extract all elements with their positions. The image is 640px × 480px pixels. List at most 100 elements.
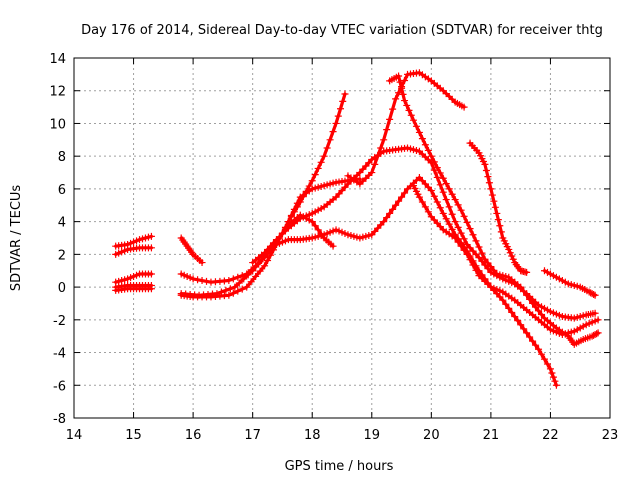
data-point xyxy=(496,222,504,230)
data-point xyxy=(243,283,251,291)
data-point xyxy=(436,204,444,212)
data-point xyxy=(409,116,417,124)
data-point xyxy=(472,266,480,274)
data-point xyxy=(421,203,429,211)
data-point xyxy=(552,310,560,318)
data-point xyxy=(588,332,596,340)
data-point xyxy=(433,164,441,172)
data-point xyxy=(497,228,505,236)
data-point xyxy=(359,233,367,241)
data-point xyxy=(546,270,554,278)
data-point xyxy=(147,244,155,252)
data-point xyxy=(427,152,435,160)
data-point xyxy=(127,274,135,282)
y-tick-label: -8 xyxy=(53,412,66,427)
data-point xyxy=(264,245,272,253)
data-point xyxy=(590,331,598,339)
data-point xyxy=(337,105,345,113)
y-tick-label: 14 xyxy=(49,52,66,67)
x-axis-label: GPS time / hours xyxy=(285,459,394,474)
data-point xyxy=(293,203,301,211)
data-point xyxy=(256,267,264,275)
data-point xyxy=(383,214,391,222)
x-tick-label: 15 xyxy=(125,428,142,443)
data-point xyxy=(240,275,248,283)
data-point xyxy=(564,280,572,288)
data-point xyxy=(374,152,382,160)
data-point xyxy=(403,101,411,109)
data-point xyxy=(472,237,480,245)
data-point xyxy=(234,273,242,281)
data-point xyxy=(249,267,257,275)
data-point xyxy=(147,270,155,278)
data-point xyxy=(305,211,313,219)
data-point xyxy=(323,230,331,237)
y-axis-label: SDTVAR / TECUs xyxy=(9,185,24,292)
data-point xyxy=(198,277,206,285)
y-tick-label: 2 xyxy=(58,248,66,263)
data-point xyxy=(493,286,501,294)
data-point xyxy=(401,77,409,84)
data-point xyxy=(427,213,435,221)
series-line xyxy=(179,175,558,387)
series-arc-11 xyxy=(284,90,349,226)
data-point xyxy=(520,287,528,295)
data-point xyxy=(538,311,546,318)
data-point xyxy=(433,198,441,206)
data-point xyxy=(231,283,239,291)
data-point xyxy=(460,246,468,254)
data-point xyxy=(371,160,379,168)
data-point xyxy=(551,377,559,385)
data-point xyxy=(112,250,120,258)
data-point xyxy=(469,247,477,255)
data-point xyxy=(308,234,316,242)
data-point xyxy=(320,152,328,160)
data-point xyxy=(469,261,477,269)
data-point xyxy=(460,235,468,243)
data-point xyxy=(308,177,316,185)
y-tick-label: 0 xyxy=(58,281,66,296)
data-point xyxy=(311,233,319,241)
data-point xyxy=(570,327,578,335)
data-point xyxy=(427,187,435,195)
data-point xyxy=(561,330,569,338)
data-point xyxy=(121,276,129,284)
data-series xyxy=(112,69,602,389)
data-point xyxy=(368,169,376,177)
data-point xyxy=(383,126,391,134)
data-point xyxy=(311,208,319,216)
data-point xyxy=(314,226,322,234)
data-point xyxy=(466,244,474,252)
data-point xyxy=(332,119,340,127)
y-tick-label: -6 xyxy=(53,379,66,394)
data-point xyxy=(514,317,522,325)
data-point xyxy=(549,327,557,335)
data-point xyxy=(457,206,465,214)
data-point xyxy=(433,219,441,227)
data-point xyxy=(529,337,537,345)
data-point xyxy=(587,289,595,297)
data-point xyxy=(482,167,490,174)
data-point xyxy=(475,243,483,251)
data-point xyxy=(415,128,423,136)
data-point xyxy=(508,308,516,316)
x-tick-label: 17 xyxy=(244,428,261,443)
data-point xyxy=(326,228,334,236)
data-point xyxy=(118,248,126,256)
data-point xyxy=(415,173,423,181)
data-point xyxy=(409,146,417,154)
data-point xyxy=(570,281,578,289)
data-point xyxy=(494,216,502,224)
data-point xyxy=(141,234,149,242)
data-point xyxy=(290,208,298,216)
data-point xyxy=(395,197,403,205)
data-point xyxy=(415,193,423,201)
data-point xyxy=(186,274,194,282)
data-point xyxy=(401,97,409,105)
data-point xyxy=(356,169,364,177)
data-point xyxy=(561,278,569,286)
data-point xyxy=(517,283,525,291)
data-point xyxy=(543,306,551,314)
data-point xyxy=(564,329,572,337)
data-point xyxy=(320,231,328,239)
